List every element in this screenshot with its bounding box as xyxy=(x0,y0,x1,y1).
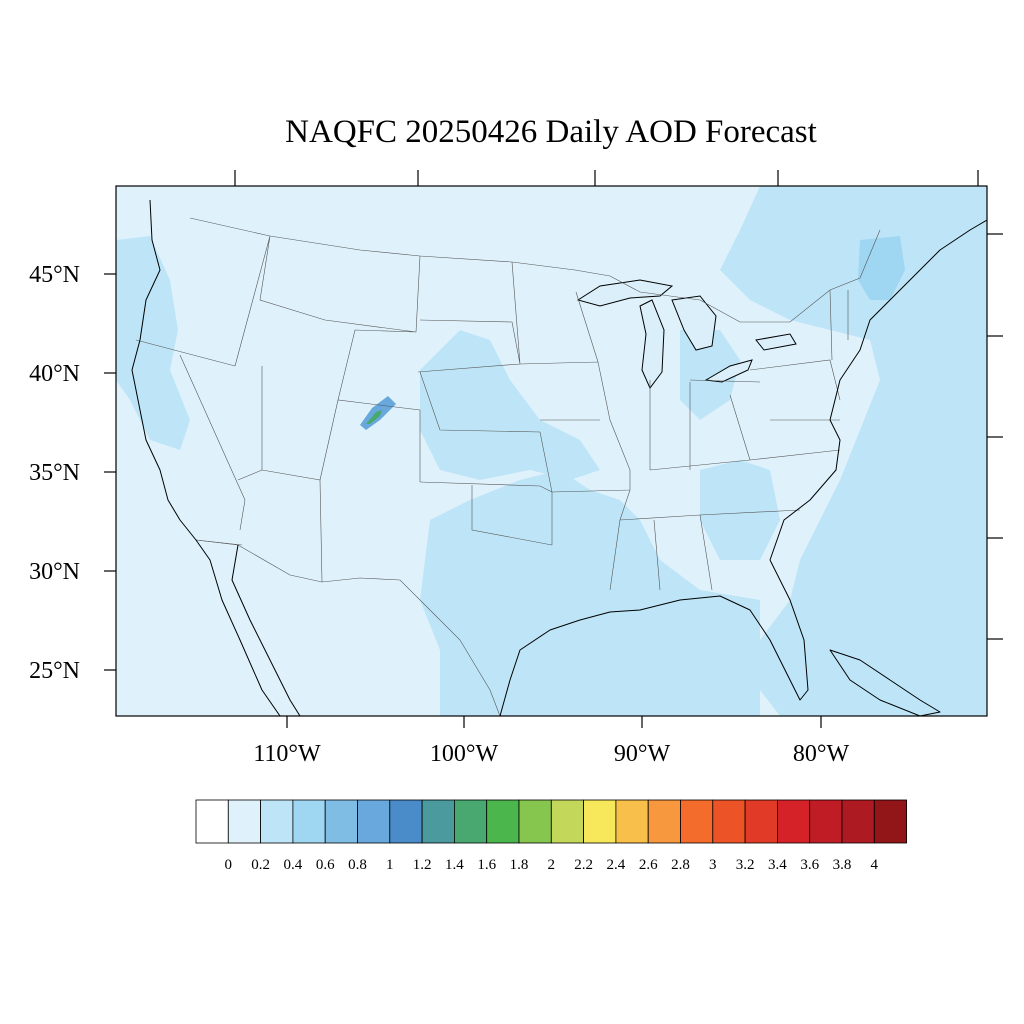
great-lakes xyxy=(576,279,797,389)
colorbar-swatch xyxy=(647,799,681,844)
aod-region-atlantic xyxy=(720,186,987,716)
us-mexico-border xyxy=(195,539,501,716)
colorbar-swatch xyxy=(680,799,714,844)
colorbar-label: 3.6 xyxy=(800,857,819,873)
west-coast xyxy=(131,199,281,716)
lat-label: 25°N xyxy=(29,658,80,684)
colorbar-label: 2.8 xyxy=(671,857,690,873)
state-lines-central xyxy=(417,261,631,546)
colorbar-swatch xyxy=(486,799,520,844)
colorbar-label: 1 xyxy=(386,857,394,873)
colorbar-label: 0.4 xyxy=(284,857,303,873)
lon-label: 100°W xyxy=(430,741,499,767)
colorbar-swatch xyxy=(841,799,875,844)
aod-contours xyxy=(116,186,987,716)
map-title: NAQFC 20250426 Daily AOD Forecast xyxy=(285,114,817,150)
lon-label: 110°W xyxy=(253,741,321,767)
aod-plume-colorado-core xyxy=(366,410,382,424)
state-lines-east xyxy=(609,289,849,591)
colorbar-label: 1.8 xyxy=(510,857,529,873)
lat-label: 40°N xyxy=(29,361,80,387)
colorbar-swatch xyxy=(518,799,552,844)
colorbar-label: 2.4 xyxy=(607,857,626,873)
colorbar-label: 4 xyxy=(871,857,879,873)
aod-region-southeast xyxy=(700,460,780,560)
aod-region-pacific-coast xyxy=(116,236,190,450)
aod-region-maine xyxy=(858,236,905,300)
map-ticks xyxy=(104,170,1003,728)
colorbar-swatch xyxy=(195,799,229,844)
lon-label: 90°W xyxy=(614,741,671,767)
lat-label: 30°N xyxy=(29,559,80,585)
colorbar-swatch xyxy=(389,799,423,844)
coastlines xyxy=(131,199,987,716)
aod-region-ohio xyxy=(680,330,740,420)
colorbar-label: 2 xyxy=(548,857,556,873)
colorbar-label: 2.2 xyxy=(574,857,593,873)
lake-michigan xyxy=(639,299,665,389)
colorbar-swatch xyxy=(260,799,294,844)
colorbar-swatch xyxy=(615,799,649,844)
colorbar-label: 3.2 xyxy=(736,857,755,873)
aod-region-plains xyxy=(420,330,600,480)
east-coast xyxy=(769,219,987,561)
lon-label: 80°W xyxy=(793,741,850,767)
lake-superior xyxy=(576,279,674,307)
lake-ontario xyxy=(755,333,797,351)
colorbar-swatch xyxy=(712,799,746,844)
aod-region-gulf xyxy=(420,470,760,716)
colorbar-swatch xyxy=(324,799,358,844)
colorbar-swatch xyxy=(453,799,488,844)
colorbar-swatch xyxy=(873,799,907,844)
state-lines-west xyxy=(135,235,421,583)
colorbar-swatch xyxy=(809,799,843,844)
map-frame xyxy=(115,185,988,717)
colorbar-swatch xyxy=(227,799,262,844)
colorbar-label: 1.4 xyxy=(445,857,464,873)
lake-erie xyxy=(704,359,753,383)
colorbar-label: 3 xyxy=(709,857,717,873)
latitude-labels: 45°N 40°N 35°N 30°N 25°N xyxy=(29,262,80,684)
colorbar-swatch xyxy=(744,799,778,844)
map-panel xyxy=(116,186,987,716)
colorbar-label: 0.6 xyxy=(316,857,335,873)
colorbar-swatch xyxy=(292,799,326,844)
colorbar-label: 1.6 xyxy=(477,857,496,873)
colorbar-labels: 0 0.2 0.4 0.6 0.8 1 1.2 1.4 1.6 1.8 2 2.2 2.4 2.6 2.8 3… xyxy=(225,857,879,873)
colorbar-label: 3.4 xyxy=(768,857,787,873)
lat-label: 35°N xyxy=(29,460,80,486)
baja-gulf-coast xyxy=(231,544,301,716)
colorbar-label: 0 xyxy=(225,857,233,873)
lat-label: 45°N xyxy=(29,262,80,288)
colorbar-label: 0.8 xyxy=(348,857,367,873)
gulf-coast xyxy=(499,559,809,716)
longitude-labels: 110°W 100°W 90°W 80°W xyxy=(253,741,849,767)
colorbar-label: 3.8 xyxy=(833,857,852,873)
colorbar xyxy=(195,799,907,844)
colorbar-swatch xyxy=(777,799,811,844)
colorbar-label: 0.2 xyxy=(251,857,270,873)
colorbar-label: 2.6 xyxy=(639,857,658,873)
us-canada-border xyxy=(189,217,881,323)
colorbar-swatch xyxy=(550,799,584,844)
colorbar-swatch xyxy=(357,799,391,844)
cuba-coast xyxy=(829,649,941,716)
lake-huron xyxy=(671,295,717,351)
colorbar-label: 1.2 xyxy=(413,857,432,873)
colorbar-swatch xyxy=(583,799,617,844)
state-boundaries xyxy=(135,217,881,716)
colorbar-swatch xyxy=(421,799,455,844)
